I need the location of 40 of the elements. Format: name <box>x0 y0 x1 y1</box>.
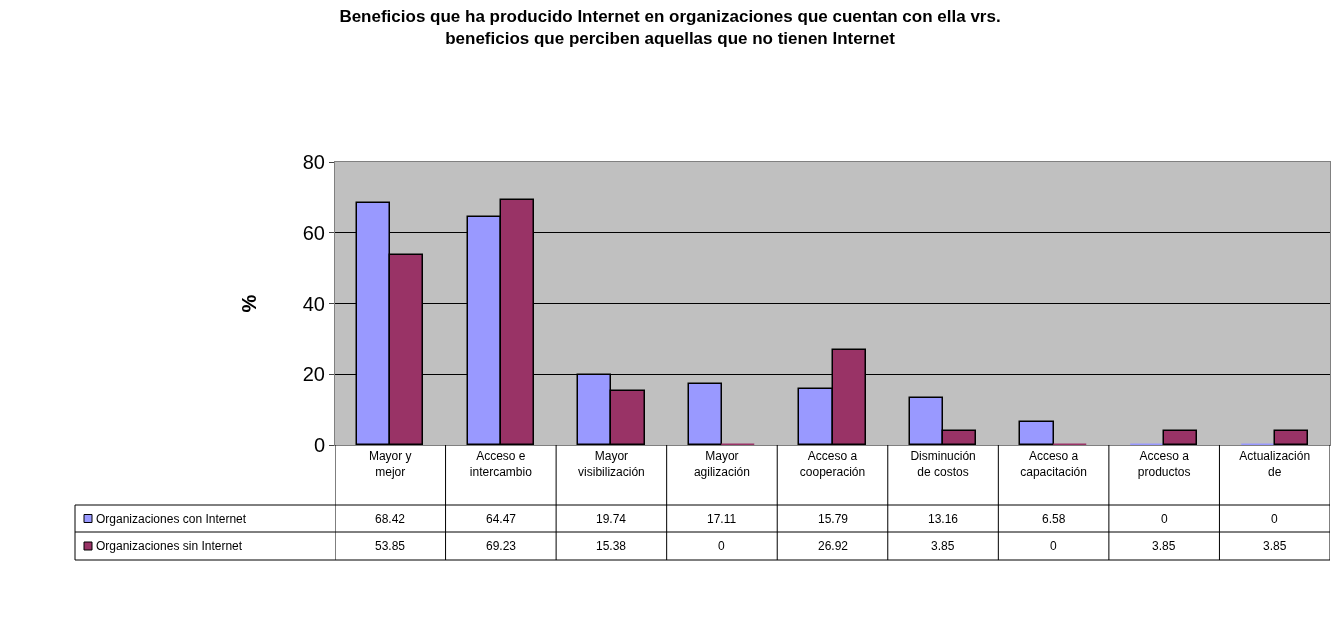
bar <box>687 382 722 445</box>
data-label: 64.47 <box>486 512 517 526</box>
data-label: 69.23 <box>486 539 517 553</box>
x-tick-label: Mayor visibilización <box>578 449 645 479</box>
x-tick-label: Actualización de <box>1239 449 1311 479</box>
bar <box>1162 429 1197 445</box>
data-label: 3.85 <box>1152 539 1176 553</box>
bar <box>1273 429 1308 445</box>
x-tick-label: Acceso a cooperación <box>799 449 866 479</box>
data-label: 26.92 <box>818 539 849 553</box>
data-label: 15.79 <box>818 512 849 526</box>
data-label: 15.38 <box>596 539 627 553</box>
x-tick-label: Mayor agilización <box>693 449 750 479</box>
x-tick-label: Mayor y mejor <box>368 449 412 479</box>
y-tick-label: 40 <box>302 292 325 315</box>
chart-title: Beneficios que ha producido Internet en organizaciones que cuentan con ella vrs. beneficios que perciben aquellas que no tienen Internet <box>339 6 1001 48</box>
legend-label: Organizaciones con Internet <box>96 512 247 526</box>
y-tick-label: 60 <box>302 221 325 244</box>
y-axis-title: % <box>238 294 261 313</box>
data-label: 0 <box>718 539 725 553</box>
legend-label: Organizaciones sin Internet <box>96 539 243 553</box>
y-tick-label: 0 <box>313 434 325 456</box>
data-label: 19.74 <box>596 512 627 526</box>
data-label: 53.85 <box>375 539 406 553</box>
x-tick-label: Acceso a capacitación <box>1020 449 1087 479</box>
y-tick-label: 80 <box>302 151 325 173</box>
x-tick-label: Disminución de costos <box>910 449 976 479</box>
data-label: 17.11 <box>707 512 737 526</box>
data-label: 0 <box>1050 539 1057 553</box>
y-tick-label: 20 <box>302 363 325 386</box>
data-label: 6.58 <box>1042 512 1066 526</box>
data-label: 3.85 <box>931 539 955 553</box>
data-label: 13.16 <box>928 512 959 526</box>
data-label: 68.42 <box>375 512 406 526</box>
x-tick-label: Acceso e intercambio <box>469 449 533 479</box>
data-label: 3.85 <box>1263 539 1287 553</box>
data-label: 0 <box>1161 512 1168 526</box>
x-tick-label: Acceso a productos <box>1137 449 1191 479</box>
data-label: 0 <box>1271 512 1278 526</box>
bar <box>1018 420 1054 445</box>
